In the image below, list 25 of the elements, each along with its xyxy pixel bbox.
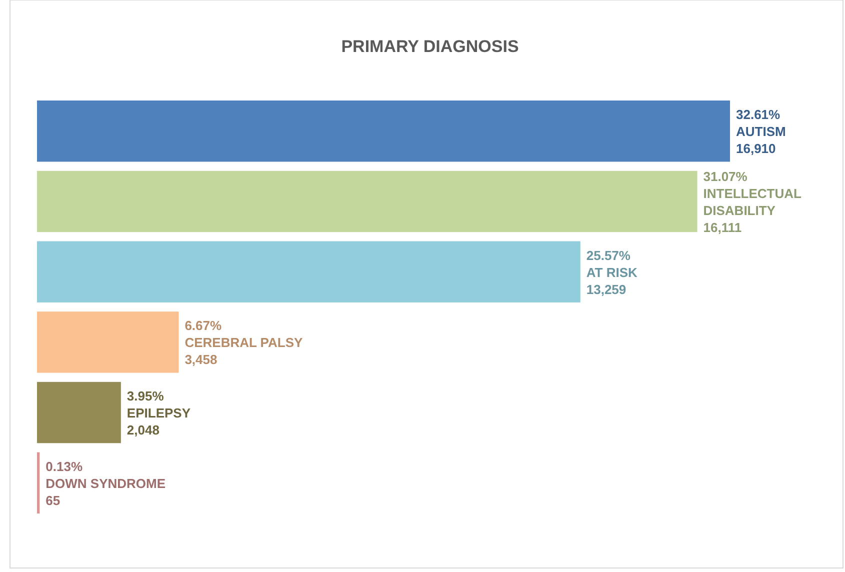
bar (37, 241, 580, 302)
y-tick-label: EPILEPSY (126, 406, 191, 421)
data-label: 16,111 (703, 220, 742, 235)
bar (37, 100, 730, 162)
annotation: 6.67% (184, 318, 222, 334)
y-tick-label: DOWN SYNDROME (46, 476, 166, 491)
chart-title: PRIMARY DIAGNOSIS (341, 37, 519, 56)
data-label: 2,048 (126, 422, 160, 438)
bar (37, 452, 40, 514)
y-tick-label: INTELLECTUAL DISABILITY (703, 186, 802, 218)
bar (37, 382, 121, 444)
bar (37, 170, 698, 232)
annotation: 31.07% (703, 168, 748, 184)
bar (37, 312, 179, 373)
y-tick-label: AT RISK (586, 264, 638, 280)
annotation: 3.95% (126, 388, 164, 404)
annotation: 0.13% (46, 458, 83, 474)
data-label: 65 (46, 492, 60, 508)
data-label: 16,910 (736, 141, 776, 156)
y-tick-label: CEREBRAL PALSY (184, 335, 304, 350)
data-label: 13,259 (586, 282, 626, 297)
annotation: 25.57% (586, 248, 631, 263)
data-label: 3,458 (184, 352, 218, 368)
annotation: 32.61% (736, 107, 781, 122)
y-tick-label: AUTISM (736, 124, 786, 140)
